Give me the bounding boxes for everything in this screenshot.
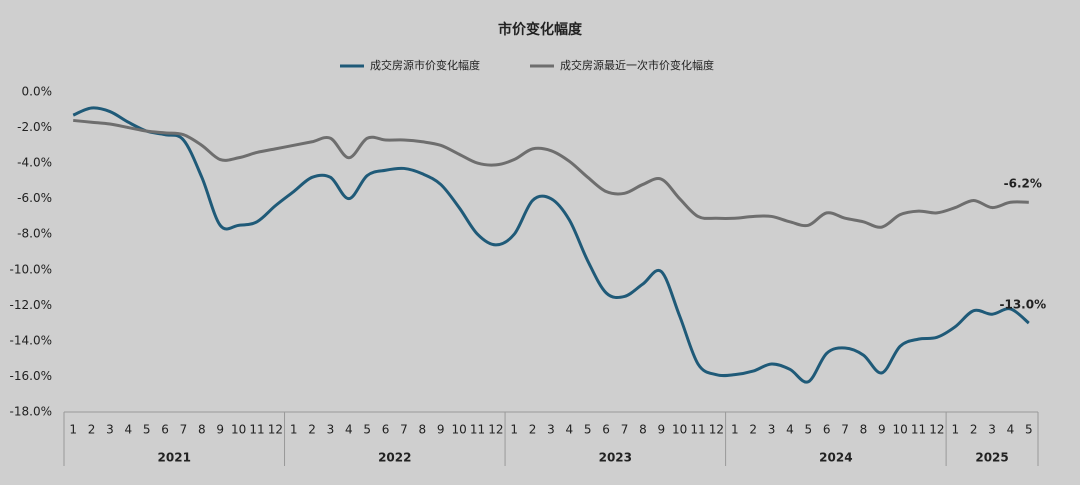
x-tick-label: 2	[529, 423, 537, 437]
x-tick-label: 4	[345, 423, 353, 437]
x-tick-label: 1	[731, 423, 739, 437]
x-tick-label: 7	[621, 423, 629, 437]
y-tick-label: -4.0%	[17, 156, 52, 170]
x-tick-label: 1	[290, 423, 298, 437]
x-tick-label: 5	[804, 423, 812, 437]
y-tick-label: -8.0%	[17, 227, 52, 241]
series-line	[72, 106, 1030, 384]
x-tick-label: 5	[143, 423, 151, 437]
y-tick-label: 0.0%	[22, 85, 53, 99]
data-label: -6.2%	[1004, 177, 1042, 191]
x-tick-label: 3	[988, 423, 996, 437]
x-tick-label: 4	[786, 423, 794, 437]
x-tick-label: 9	[878, 423, 886, 437]
x-tick-label: 10	[893, 423, 908, 437]
legend-label: 成交房源最近一次市价变化幅度	[560, 58, 714, 72]
series-line	[73, 118, 1029, 229]
x-tick-label: 12	[929, 423, 944, 437]
x-tick-label: 6	[823, 423, 831, 437]
x-tick-label: 1	[510, 423, 518, 437]
x-tick-label: 8	[419, 423, 427, 437]
x-tick-label: 3	[327, 423, 335, 437]
y-tick-label: -14.0%	[10, 333, 52, 347]
x-tick-label: 12	[709, 423, 724, 437]
x-tick-label: 5	[1025, 423, 1033, 437]
x-tick-label: 10	[451, 423, 466, 437]
x-tick-label: 4	[566, 423, 574, 437]
y-tick-label: -18.0%	[10, 405, 52, 419]
x-tick-label: 3	[106, 423, 114, 437]
year-label: 2021	[158, 451, 191, 465]
x-tick-label: 1	[951, 423, 959, 437]
year-label: 2023	[599, 451, 632, 465]
y-tick-label: -12.0%	[10, 298, 52, 312]
y-tick-label: -10.0%	[10, 262, 52, 276]
x-tick-label: 8	[860, 423, 868, 437]
x-tick-label: 2	[88, 423, 96, 437]
x-tick-label: 10	[231, 423, 246, 437]
y-tick-label: -2.0%	[17, 120, 52, 134]
x-tick-label: 7	[400, 423, 408, 437]
x-tick-label: 7	[841, 423, 849, 437]
x-tick-label: 6	[382, 423, 390, 437]
x-tick-label: 6	[602, 423, 610, 437]
x-tick-label: 11	[470, 423, 485, 437]
x-tick-label: 9	[216, 423, 224, 437]
x-tick-label: 2	[749, 423, 757, 437]
x-tick-label: 5	[363, 423, 371, 437]
year-label: 2024	[819, 451, 852, 465]
x-tick-label: 10	[672, 423, 687, 437]
x-tick-label: 5	[584, 423, 592, 437]
x-tick-label: 9	[437, 423, 445, 437]
x-tick-label: 2	[970, 423, 978, 437]
x-tick-label: 11	[911, 423, 926, 437]
x-tick-label: 8	[198, 423, 206, 437]
x-tick-label: 11	[690, 423, 705, 437]
x-tick-label: 11	[249, 423, 264, 437]
x-tick-label: 4	[1007, 423, 1015, 437]
x-tick-label: 9	[657, 423, 665, 437]
x-tick-label: 1	[69, 423, 77, 437]
legend-label: 成交房源市价变化幅度	[370, 58, 480, 72]
x-tick-label: 2	[308, 423, 316, 437]
x-tick-label: 12	[268, 423, 283, 437]
x-tick-label: 6	[161, 423, 169, 437]
year-label: 2025	[975, 451, 1008, 465]
data-label: -13.0%	[999, 298, 1046, 312]
x-tick-label: 7	[180, 423, 188, 437]
x-tick-label: 3	[547, 423, 555, 437]
x-tick-label: 12	[488, 423, 503, 437]
chart-title: 市价变化幅度	[498, 21, 583, 38]
x-tick-label: 8	[639, 423, 647, 437]
year-label: 2022	[378, 451, 411, 465]
y-tick-label: -16.0%	[10, 369, 52, 383]
x-tick-label: 3	[768, 423, 776, 437]
x-tick-label: 4	[125, 423, 133, 437]
y-tick-label: -6.0%	[17, 191, 52, 205]
